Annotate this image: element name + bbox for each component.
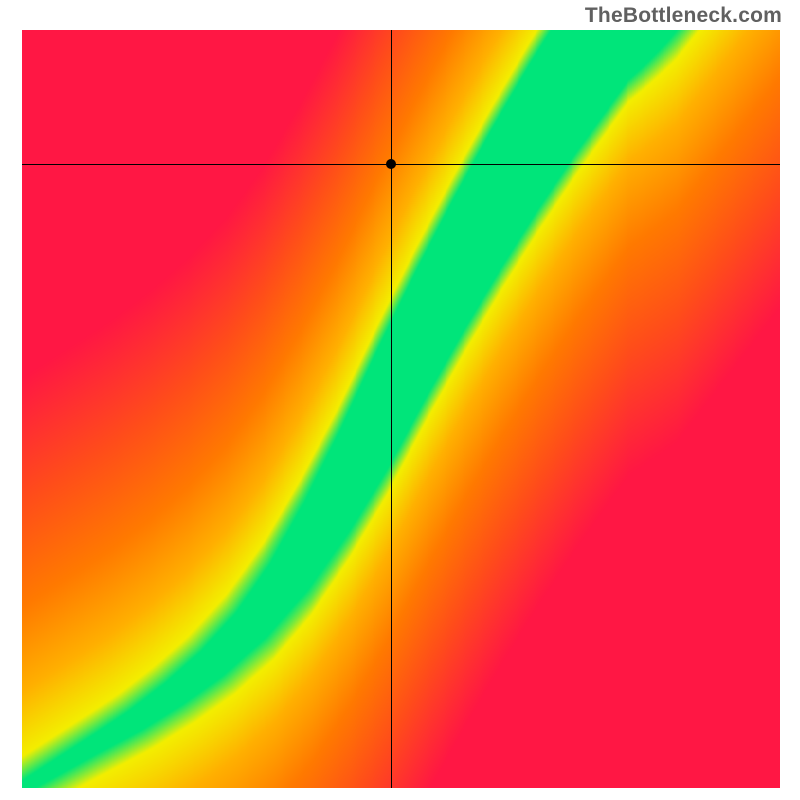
crosshair-marker xyxy=(386,159,396,169)
heatmap-canvas xyxy=(22,30,780,788)
crosshair-vertical xyxy=(391,30,392,788)
bottleneck-heatmap xyxy=(22,30,780,788)
crosshair-horizontal xyxy=(22,164,780,165)
watermark-text: TheBottleneck.com xyxy=(585,4,782,28)
